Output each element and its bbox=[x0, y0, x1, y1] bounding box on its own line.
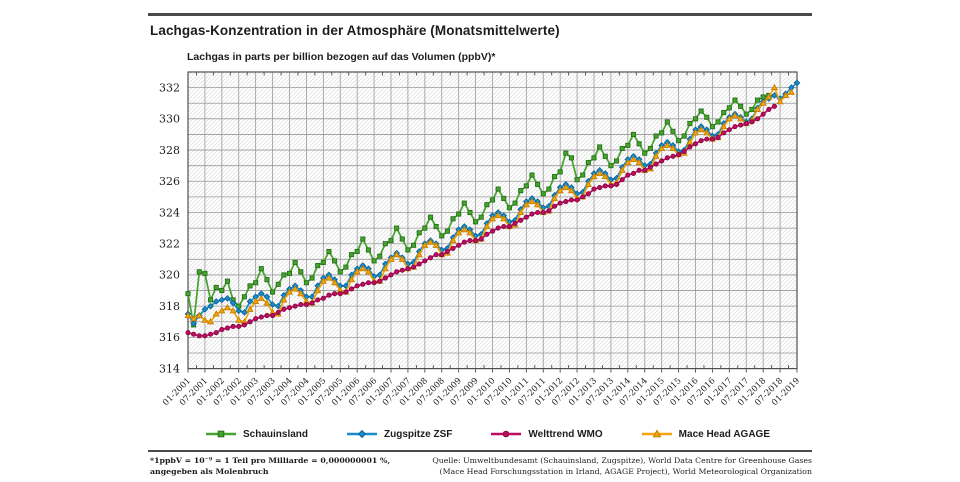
legend-item-mace-head: Mace Head AGAGE bbox=[641, 428, 770, 440]
legend-label: Mace Head AGAGE bbox=[678, 428, 770, 440]
footnote: *1ppbV = 10⁻⁹ = 1 Teil pro Milliarde = 0… bbox=[150, 456, 390, 477]
mace-head-swatch-icon bbox=[641, 429, 672, 438]
series-schauinsland bbox=[185, 92, 772, 328]
footnote-line-2: angegeben als Molenbruch bbox=[150, 466, 269, 476]
zugspitze-swatch-icon bbox=[347, 429, 378, 439]
svg-text:316: 316 bbox=[159, 331, 180, 344]
bottom-divider bbox=[148, 450, 812, 452]
welttrend-wmo-swatch-icon bbox=[491, 430, 522, 438]
legend-label: Zugspitze ZSF bbox=[384, 428, 453, 440]
svg-text:324: 324 bbox=[159, 206, 180, 219]
source-credit: Quelle: Umweltbundesamt (Schauinsland, Z… bbox=[432, 456, 812, 477]
legend-label: Schauinsland bbox=[243, 428, 309, 440]
legend-item-welttrend-wmo: Welttrend WMO bbox=[490, 428, 603, 440]
footer: *1ppbV = 10⁻⁹ = 1 Teil pro Milliarde = 0… bbox=[150, 456, 812, 477]
legend-item-schauinsland: Schauinsland bbox=[205, 428, 308, 440]
schauinsland-swatch-icon bbox=[206, 430, 236, 438]
footnote-line-1: *1ppbV = 10⁻⁹ = 1 Teil pro Milliarde = 0… bbox=[150, 456, 391, 465]
chart-subtitle: Lachgas in parts per billion bezogen auf… bbox=[187, 51, 496, 63]
svg-text:320: 320 bbox=[159, 269, 180, 282]
legend-label: Welttrend WMO bbox=[528, 428, 603, 440]
svg-text:314: 314 bbox=[159, 362, 180, 375]
series-welttrend-wmo bbox=[185, 103, 777, 339]
svg-text:326: 326 bbox=[159, 175, 180, 188]
top-divider bbox=[148, 13, 812, 16]
source-line-1: Quelle: Umweltbundesamt (Schauinsland, Z… bbox=[432, 456, 812, 465]
chart-legend: Schauinsland Zugspitze ZSF Welttrend WMO… bbox=[205, 426, 770, 442]
svg-text:328: 328 bbox=[159, 144, 180, 157]
source-line-2: (Mace Head Forschungsstation in Irland, … bbox=[439, 466, 812, 476]
svg-text:330: 330 bbox=[159, 113, 180, 126]
legend-item-zugspitze: Zugspitze ZSF bbox=[346, 428, 452, 440]
svg-text:318: 318 bbox=[159, 300, 180, 313]
svg-text:322: 322 bbox=[159, 238, 180, 251]
svg-text:332: 332 bbox=[159, 81, 180, 94]
page-title: Lachgas-Konzentration in der Atmosphäre … bbox=[150, 23, 560, 38]
